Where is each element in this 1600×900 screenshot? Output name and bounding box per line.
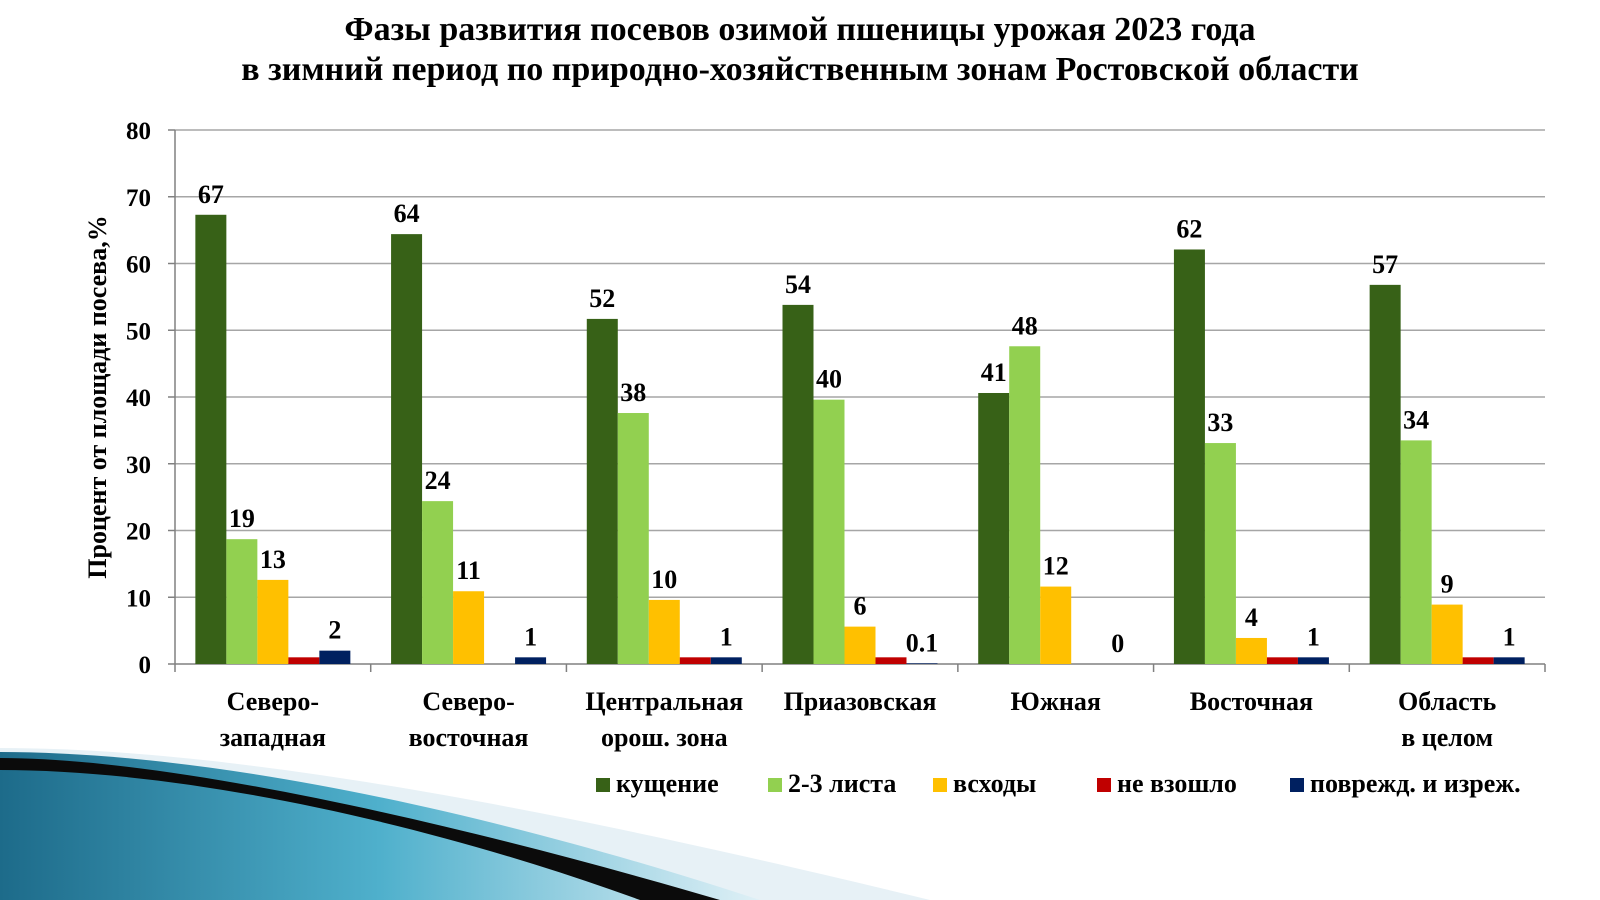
bar-не-взошло xyxy=(1462,657,1494,664)
bar-поврежд-и-изреж- xyxy=(515,657,547,664)
x-tick-label: западная xyxy=(220,723,326,752)
bar-2-3-листа xyxy=(1204,443,1236,664)
data-label: 1 xyxy=(1307,622,1320,651)
data-label: 1 xyxy=(720,622,733,651)
x-tick-label: в целом xyxy=(1401,723,1493,752)
data-label: 9 xyxy=(1441,570,1454,599)
data-label: 34 xyxy=(1403,405,1429,434)
y-tick-label: 40 xyxy=(126,385,151,412)
legend-label: кущение xyxy=(616,769,719,798)
legend-swatch xyxy=(933,778,947,792)
x-tick-label: Северо- xyxy=(227,687,319,716)
bar-2-3-листа xyxy=(1400,440,1432,664)
bar-2-3-листа xyxy=(1009,346,1041,664)
x-tick-label: восточная xyxy=(409,723,529,752)
y-tick-label: 10 xyxy=(126,585,151,612)
bar-2-3-листа xyxy=(226,539,258,664)
bar-кущение xyxy=(586,318,618,664)
y-tick-label: 50 xyxy=(126,318,151,345)
bar-поврежд-и-изреж- xyxy=(906,663,938,664)
x-tick-label: Центральная xyxy=(585,687,743,716)
bar-кущение xyxy=(978,392,1010,664)
data-label: 4 xyxy=(1245,603,1258,632)
legend-label: поврежд. и изреж. xyxy=(1310,769,1521,798)
data-label: 57 xyxy=(1372,250,1398,279)
legend-label: 2-3 листа xyxy=(788,769,896,798)
data-label: 1 xyxy=(524,622,537,651)
x-tick-label: орош. зона xyxy=(601,723,728,752)
bar-кущение xyxy=(391,234,423,664)
legend-label: не взошло xyxy=(1117,769,1237,798)
y-tick-label: 70 xyxy=(126,185,151,212)
data-label: 64 xyxy=(394,199,420,228)
y-tick-label: 60 xyxy=(126,252,151,279)
data-label: 13 xyxy=(260,545,286,574)
legend-swatch xyxy=(768,778,782,792)
data-label: 12 xyxy=(1043,552,1069,581)
bar-всходы xyxy=(453,591,485,664)
data-label: 2 xyxy=(328,616,341,645)
bar-2-3-листа xyxy=(422,501,454,664)
data-label: 48 xyxy=(1012,311,1038,340)
x-tick-label: Область xyxy=(1398,687,1496,716)
y-axis-title: Процент от площади посева,% xyxy=(83,215,112,578)
data-label: 54 xyxy=(785,270,811,299)
chart-title-line-2: в зимний период по природно-хозяйственны… xyxy=(241,51,1359,88)
data-label: 62 xyxy=(1176,214,1202,243)
data-label: 38 xyxy=(620,378,646,407)
data-label: 52 xyxy=(589,284,615,313)
data-label: 33 xyxy=(1207,408,1233,437)
y-tick-label: 30 xyxy=(126,452,151,479)
data-label: 40 xyxy=(816,365,842,394)
data-label: 67 xyxy=(198,180,224,209)
data-label: 0.1 xyxy=(906,628,939,657)
bar-всходы xyxy=(844,626,876,664)
bar-не-взошло xyxy=(875,657,907,664)
data-label: 24 xyxy=(425,466,451,495)
bar-поврежд-и-изреж- xyxy=(1493,657,1525,664)
bar-кущение xyxy=(1369,284,1401,664)
x-tick-label: Приазовская xyxy=(784,687,937,716)
legend-label: всходы xyxy=(953,769,1036,798)
bar-кущение xyxy=(195,214,227,664)
bar-кущение xyxy=(1173,249,1205,665)
bar-поврежд-и-изреж- xyxy=(710,657,742,664)
data-label: 10 xyxy=(651,565,677,594)
x-tick-label: Южная xyxy=(1010,687,1101,716)
bar-поврежд-и-изреж- xyxy=(319,650,351,664)
y-tick-label: 80 xyxy=(126,118,151,145)
chart-title-line-1: Фазы развития посевов озимой пшеницы уро… xyxy=(344,11,1256,48)
bar-2-3-листа xyxy=(813,399,845,664)
bar-всходы xyxy=(257,579,289,664)
y-tick-label: 20 xyxy=(126,519,151,546)
bar-всходы xyxy=(648,599,680,664)
bar-поврежд-и-изреж- xyxy=(1297,657,1329,664)
legend-swatch xyxy=(596,778,610,792)
data-label: 0 xyxy=(1111,629,1124,658)
data-label: 11 xyxy=(456,556,481,585)
bar-всходы xyxy=(1040,586,1072,664)
x-tick-label: Восточная xyxy=(1190,687,1313,716)
bar-кущение xyxy=(782,304,814,664)
bar-не-взошло xyxy=(288,657,320,664)
data-label: 41 xyxy=(981,358,1007,387)
bar-не-взошло xyxy=(679,657,711,664)
data-label: 1 xyxy=(1503,622,1516,651)
x-tick-label: Северо- xyxy=(422,687,514,716)
legend-swatch xyxy=(1097,778,1111,792)
legend-swatch xyxy=(1290,778,1304,792)
bar-всходы xyxy=(1235,637,1267,664)
data-label: 6 xyxy=(854,592,867,621)
data-label: 19 xyxy=(229,504,255,533)
bar-не-взошло xyxy=(1266,657,1298,664)
y-tick-label: 0 xyxy=(139,652,152,679)
bar-всходы xyxy=(1431,604,1463,664)
bar-2-3-листа xyxy=(617,413,649,664)
